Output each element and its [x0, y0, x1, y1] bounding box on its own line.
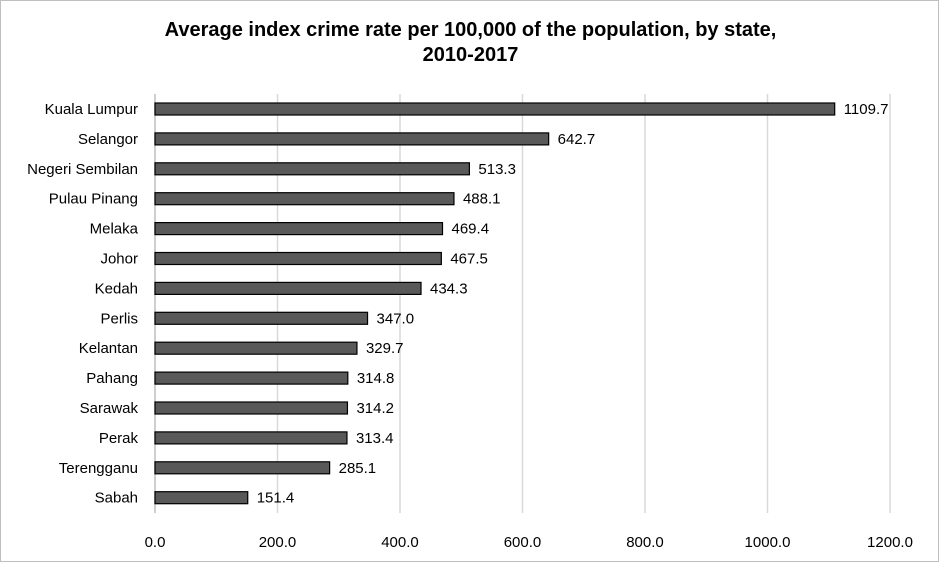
bar-perak [154, 431, 348, 445]
category-label: Pahang [86, 370, 138, 387]
data-label: 314.2 [356, 400, 394, 417]
chart-title: Average index crime rate per 100,000 of … [1, 18, 939, 68]
bar-pulau-pinang [154, 192, 455, 206]
bar-kedah [154, 281, 422, 295]
x-tick-label: 200.0 [259, 534, 297, 551]
x-tick-label: 400.0 [381, 534, 419, 551]
bar-kelantan [154, 341, 358, 355]
chart-title-line-1: Average index crime rate per 100,000 of … [164, 19, 777, 41]
data-label: 329.7 [366, 340, 404, 357]
data-label: 467.5 [450, 251, 488, 268]
category-label: Sarawak [80, 400, 139, 417]
bar-sarawak [154, 401, 349, 415]
bar-melaka [154, 222, 444, 236]
data-label: 314.8 [357, 370, 395, 387]
data-label: 642.7 [558, 131, 596, 148]
data-label: 469.4 [452, 221, 490, 238]
bar-pahang [154, 371, 349, 385]
category-label: Pulau Pinang [49, 191, 138, 208]
data-label: 285.1 [339, 460, 377, 477]
bar-perlis [154, 311, 369, 325]
category-label: Kedah [95, 280, 138, 297]
category-label: Johor [100, 251, 138, 268]
category-label: Perak [99, 430, 139, 447]
category-label: Perlis [100, 310, 138, 327]
x-tick-label: 1200.0 [867, 534, 913, 551]
bar-sabah [154, 491, 249, 505]
data-label: 488.1 [463, 191, 501, 208]
data-label: 347.0 [377, 310, 415, 327]
data-label: 151.4 [257, 490, 295, 507]
bar-kuala-lumpur [154, 102, 836, 116]
category-label: Melaka [90, 221, 139, 238]
bar-terengganu [154, 461, 331, 475]
data-label: 513.3 [478, 161, 516, 178]
chart-title-line-2: 2010-2017 [422, 44, 519, 66]
x-tick-label: 0.0 [145, 534, 166, 551]
data-label: 434.3 [430, 280, 468, 297]
x-tick-label: 800.0 [626, 534, 664, 551]
x-tick-label: 1000.0 [745, 534, 791, 551]
category-label: Kuala Lumpur [45, 101, 138, 118]
bar-selangor [154, 132, 550, 146]
category-label: Negeri Sembilan [27, 161, 138, 178]
category-label: Kelantan [79, 340, 138, 357]
bar-johor [154, 251, 442, 266]
category-label: Selangor [78, 131, 138, 148]
data-label: 1109.7 [844, 101, 889, 118]
category-label: Terengganu [59, 460, 138, 477]
bar-negeri-sembilan [154, 162, 470, 176]
x-tick-label: 600.0 [504, 534, 542, 551]
data-label: 313.4 [356, 430, 394, 447]
category-label: Sabah [95, 490, 138, 507]
